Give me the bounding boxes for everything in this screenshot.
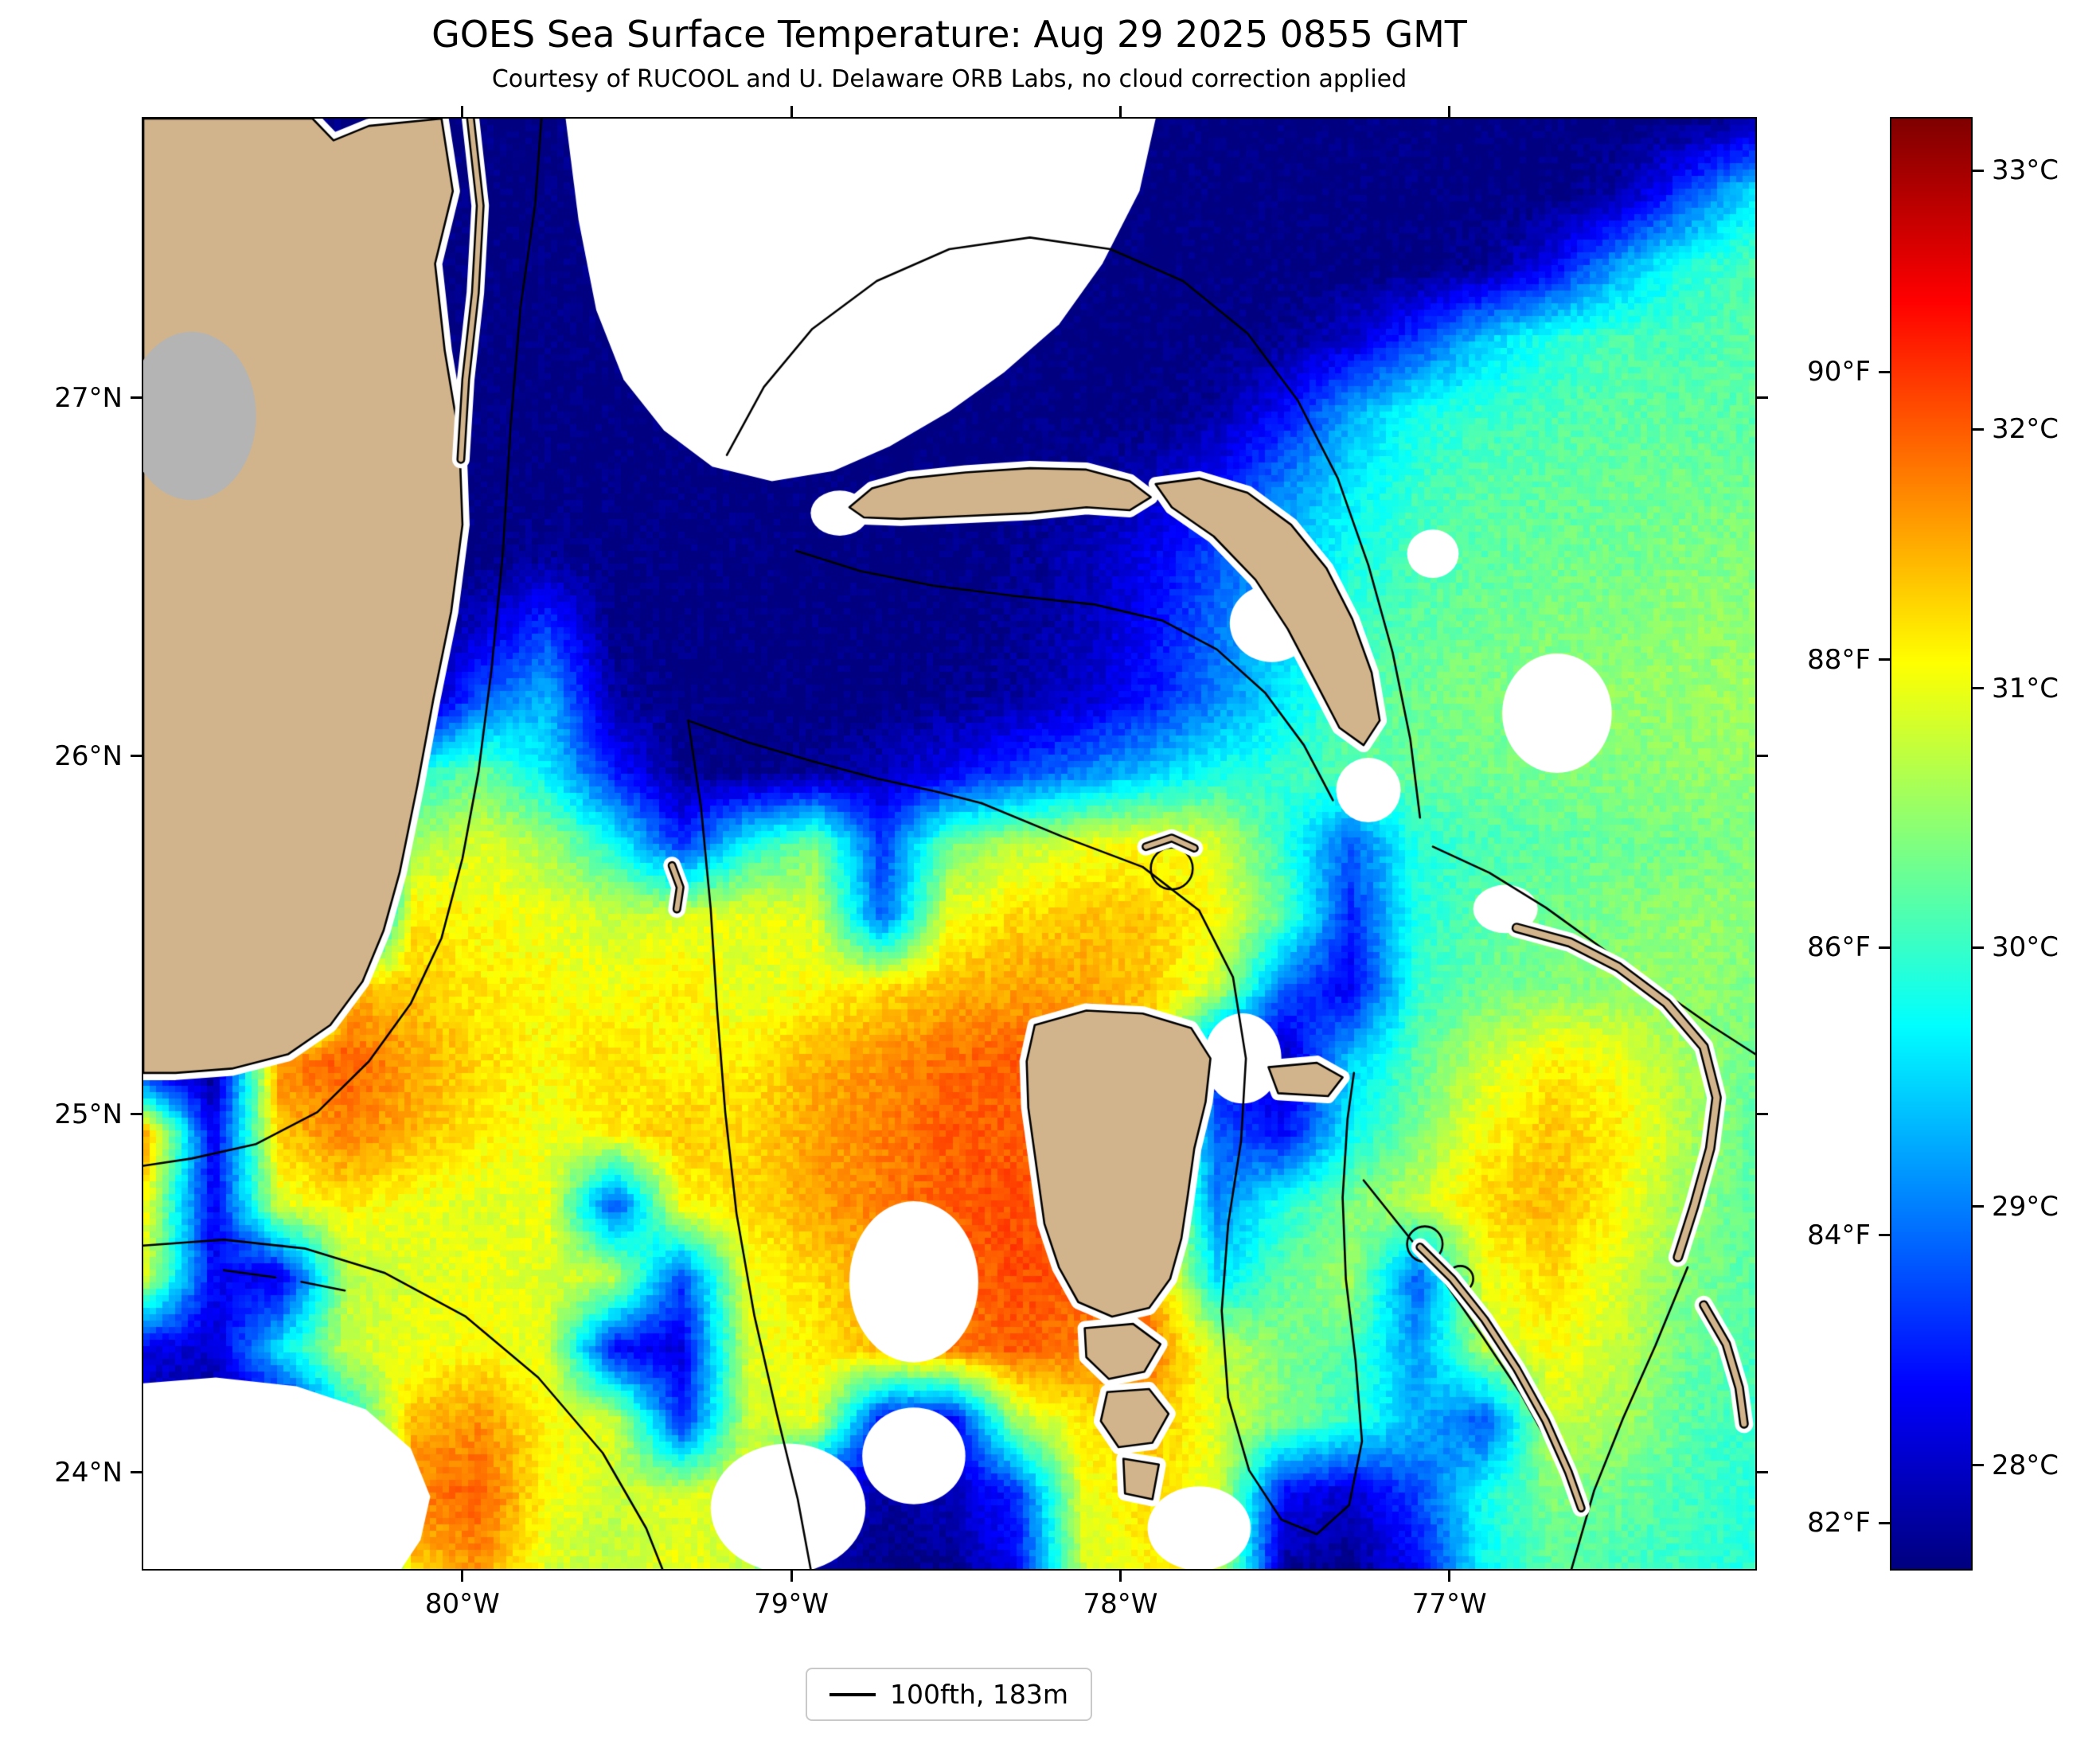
- x-tick-mark-bottom: [461, 1571, 464, 1582]
- x-tick-label: 78°W: [1083, 1588, 1158, 1620]
- y-tick-mark-left: [131, 755, 142, 758]
- colorbar-tick-mark-f: [1879, 1521, 1890, 1524]
- figure-title: GOES Sea Surface Temperature: Aug 29 202…: [431, 13, 1467, 56]
- colorbar-tick-mark-c: [1973, 427, 1984, 431]
- colorbar-tick-label-c: 29°C: [1992, 1190, 2059, 1223]
- y-tick-mark-left: [131, 1471, 142, 1474]
- colorbar-tick-label-f: 82°F: [1807, 1507, 1871, 1540]
- colorbar-tick-mark-f: [1879, 1234, 1890, 1237]
- colorbar-tick-mark-c: [1973, 169, 1984, 172]
- legend: 100fth, 183m: [806, 1668, 1092, 1721]
- y-tick-mark-right: [1757, 1113, 1768, 1116]
- y-tick-mark-right: [1757, 396, 1768, 400]
- colorbar-tick-mark-f: [1879, 946, 1890, 949]
- y-tick-label: 26°N: [54, 740, 123, 772]
- x-tick-mark-top: [1118, 106, 1122, 117]
- x-tick-label: 79°W: [754, 1588, 829, 1620]
- legend-label: 100fth, 183m: [890, 1679, 1068, 1710]
- colorbar-tick-label-c: 28°C: [1992, 1449, 2059, 1481]
- x-tick-mark-top: [461, 106, 464, 117]
- sst-map-canvas: [143, 119, 1755, 1569]
- x-tick-mark-bottom: [1448, 1571, 1451, 1582]
- y-tick-label: 24°N: [54, 1456, 123, 1489]
- x-tick-mark-top: [790, 106, 793, 117]
- x-tick-mark-bottom: [1118, 1571, 1122, 1582]
- colorbar-frame: [1890, 117, 1973, 1571]
- colorbar-tick-label-f: 88°F: [1807, 643, 1871, 676]
- colorbar-tick-label-f: 86°F: [1807, 931, 1871, 964]
- colorbar-tick-mark-f: [1879, 370, 1890, 373]
- colorbar-canvas: [1891, 119, 1971, 1569]
- y-tick-mark-right: [1757, 755, 1768, 758]
- isobath-line-sample: [829, 1692, 876, 1696]
- x-tick-mark-bottom: [790, 1571, 793, 1582]
- y-tick-mark-right: [1757, 1471, 1768, 1474]
- y-tick-mark-left: [131, 396, 142, 400]
- x-tick-mark-top: [1448, 106, 1451, 117]
- colorbar-tick-label-f: 84°F: [1807, 1219, 1871, 1251]
- x-tick-label: 80°W: [424, 1588, 500, 1620]
- colorbar-tick-mark-c: [1973, 687, 1984, 690]
- colorbar-tick-label-c: 32°C: [1992, 413, 2059, 446]
- colorbar-tick-mark-c: [1973, 946, 1984, 949]
- colorbar-tick-label-f: 90°F: [1807, 356, 1871, 388]
- colorbar-tick-label-c: 31°C: [1992, 672, 2059, 704]
- colorbar-tick-mark-f: [1879, 658, 1890, 661]
- colorbar-tick-mark-c: [1973, 1464, 1984, 1467]
- colorbar-tick-label-c: 33°C: [1992, 154, 2059, 187]
- colorbar-tick-label-c: 30°C: [1992, 931, 2059, 964]
- y-tick-label: 27°N: [54, 381, 123, 414]
- colorbar-tick-mark-c: [1973, 1205, 1984, 1208]
- figure-subtitle: Courtesy of RUCOOL and U. Delaware ORB L…: [491, 65, 1407, 93]
- map-frame: [142, 117, 1757, 1571]
- x-tick-label: 77°W: [1411, 1588, 1487, 1620]
- y-tick-mark-left: [131, 1113, 142, 1116]
- y-tick-label: 25°N: [54, 1098, 123, 1130]
